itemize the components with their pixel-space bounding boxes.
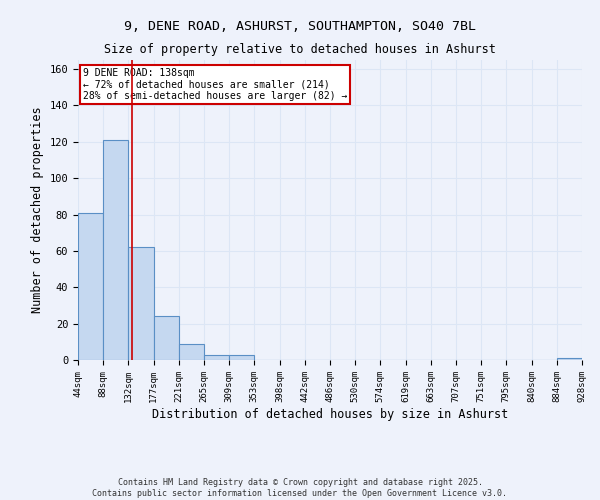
- Bar: [229, 354, 254, 360]
- Text: Size of property relative to detached houses in Ashurst: Size of property relative to detached ho…: [104, 42, 496, 56]
- Bar: [128, 248, 154, 360]
- Bar: [78, 212, 103, 360]
- Bar: [103, 140, 128, 360]
- Bar: [154, 316, 179, 360]
- Bar: [179, 344, 204, 360]
- Text: 9 DENE ROAD: 138sqm
← 72% of detached houses are smaller (214)
28% of semi-detac: 9 DENE ROAD: 138sqm ← 72% of detached ho…: [83, 68, 347, 100]
- Bar: [557, 358, 582, 360]
- Text: Contains HM Land Registry data © Crown copyright and database right 2025.
Contai: Contains HM Land Registry data © Crown c…: [92, 478, 508, 498]
- X-axis label: Distribution of detached houses by size in Ashurst: Distribution of detached houses by size …: [152, 408, 508, 420]
- Y-axis label: Number of detached properties: Number of detached properties: [31, 106, 44, 314]
- Text: 9, DENE ROAD, ASHURST, SOUTHAMPTON, SO40 7BL: 9, DENE ROAD, ASHURST, SOUTHAMPTON, SO40…: [124, 20, 476, 33]
- Bar: [204, 354, 229, 360]
